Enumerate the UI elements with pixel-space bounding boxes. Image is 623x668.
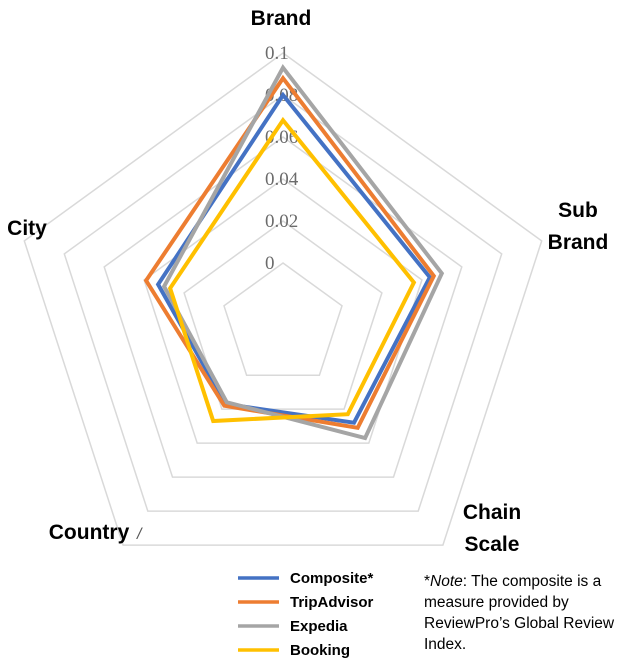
stray-slash-mark: / (136, 526, 143, 543)
series-line-expedia (161, 64, 445, 441)
tick-label: 0.02 (265, 211, 298, 232)
legend-label: Composite* (290, 570, 374, 587)
series-line-booking (167, 116, 417, 424)
footnote-text: : The composite is a measure provided by… (424, 573, 615, 653)
radar-series (143, 64, 445, 441)
radar-axis-labels: Brand Sub Brand Chain Scale Country City (7, 7, 608, 556)
grid-ring-4 (63, 94, 503, 512)
tick-label: 0.1 (265, 43, 289, 64)
legend-label: TripAdvisor (290, 594, 374, 611)
axis-label-sub-brand: Sub Brand (548, 199, 609, 254)
grid-ring-0 (223, 262, 343, 376)
tick-label: 0 (265, 253, 275, 274)
series-line-composite (155, 91, 433, 425)
axis-label-brand: Brand (251, 7, 312, 30)
grid-ring-1 (183, 220, 383, 410)
axis-label-chain-scale: Chain Scale (463, 501, 521, 556)
footnote: *Note: The composite is a measure provid… (424, 571, 620, 655)
footnote-italic: Note (430, 573, 463, 590)
axis-label-city: City (7, 217, 47, 240)
legend-label: Booking (290, 642, 350, 659)
grid-ring-5 (23, 52, 543, 546)
axis-label-country: Country (49, 521, 130, 544)
legend: Composite* TripAdvisor Expedia Booking (238, 570, 374, 659)
grid-ring-3 (103, 136, 463, 478)
tick-label: 0.04 (265, 169, 299, 190)
legend-label: Expedia (290, 618, 348, 635)
footnote-prefix: * (424, 573, 431, 590)
